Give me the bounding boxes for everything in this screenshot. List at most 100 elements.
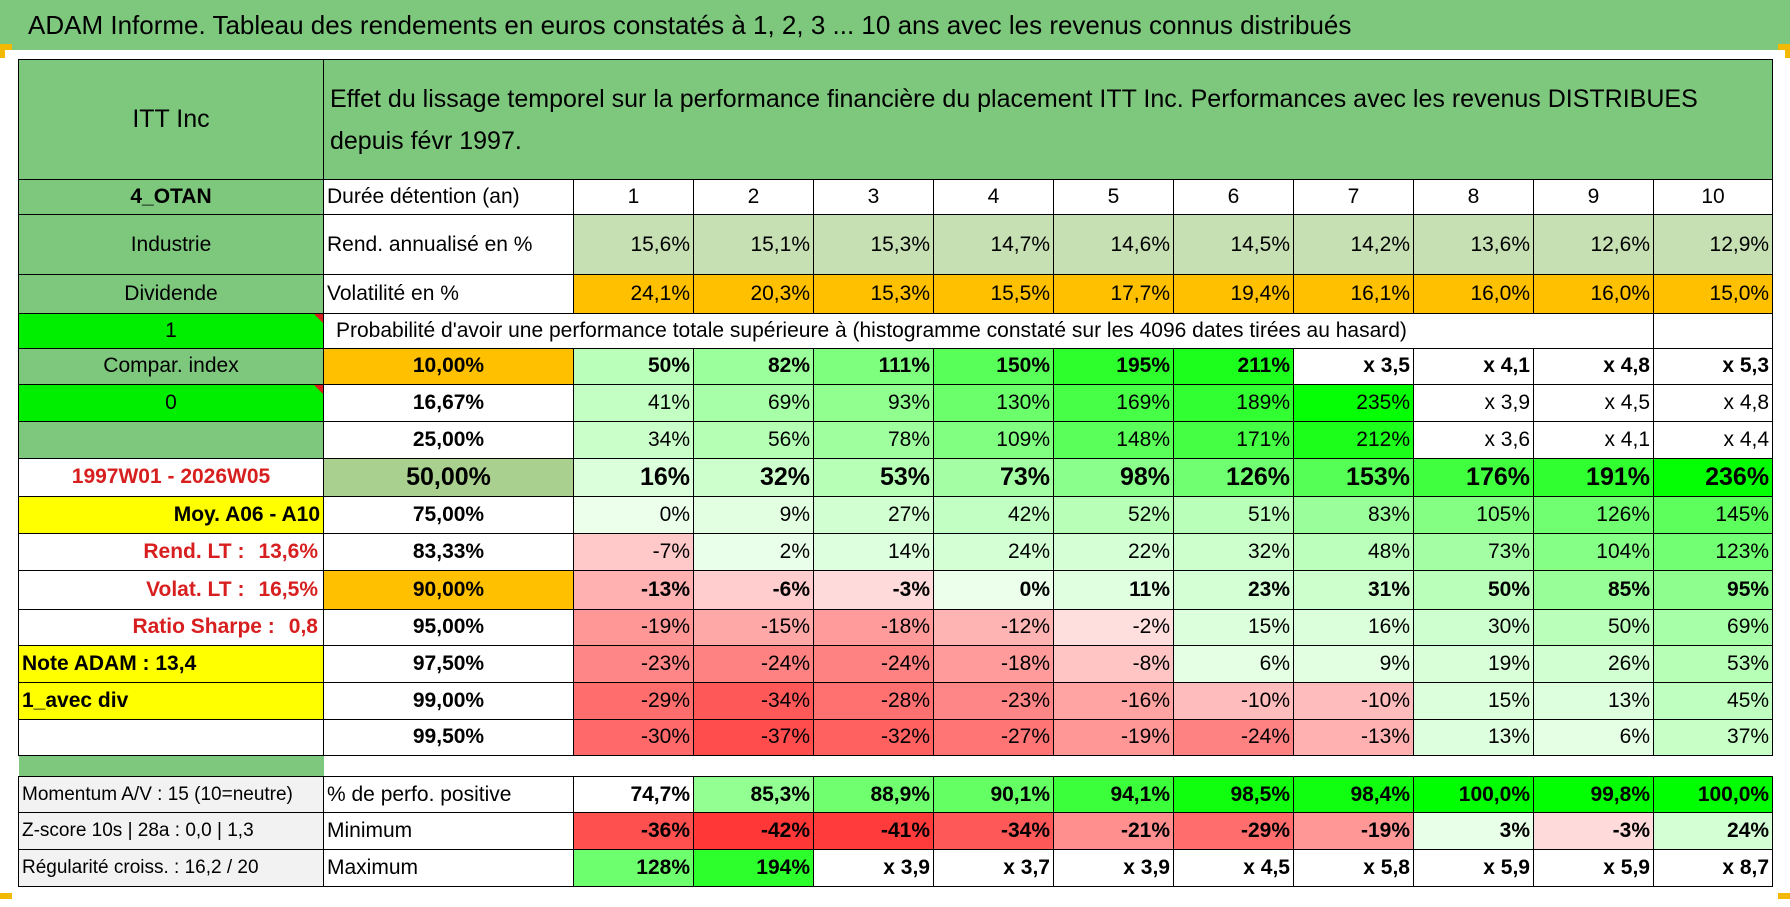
probability-value: 85% bbox=[1533, 569, 1654, 610]
left-info: 0 bbox=[18, 384, 324, 422]
year-header: 1 bbox=[573, 179, 694, 215]
probability-value: 41% bbox=[573, 384, 694, 422]
probability-threshold: 83,33% bbox=[323, 533, 574, 571]
probability-row: 1997W01 - 2026W05 50,00% 16% 32% 53% 73% 98% 12… bbox=[18, 457, 1774, 498]
probability-value: 53% bbox=[1652, 645, 1774, 683]
probability-value: 50% bbox=[1533, 608, 1654, 647]
summary-info: Momentum A/V : 15 (10=neutre) bbox=[18, 775, 324, 814]
probability-value: 52% bbox=[1053, 496, 1174, 535]
summary-value: x 5,8 bbox=[1293, 849, 1414, 887]
probability-value: 189% bbox=[1173, 384, 1294, 422]
volatility-value: 19,4% bbox=[1173, 274, 1294, 314]
probability-row: Volat. LT : 16,5% 90,00% -13% -6% -3% 0% 11% 23%… bbox=[18, 569, 1774, 610]
summary-value: 3% bbox=[1413, 812, 1534, 851]
probability-value: x 4,8 bbox=[1533, 347, 1654, 386]
left-stat: Ratio Sharpe : 0,8 bbox=[18, 608, 324, 647]
summary-value: 88,9% bbox=[813, 775, 934, 814]
volatility-label: Volatilité en % bbox=[323, 274, 574, 314]
probability-value: 73% bbox=[933, 457, 1054, 498]
probability-value: 69% bbox=[693, 384, 814, 422]
summary-value: 98,4% bbox=[1293, 775, 1414, 814]
probability-value: 26% bbox=[1533, 645, 1654, 683]
probability-value: 27% bbox=[813, 496, 934, 535]
left-info: Moy. A06 - A10 bbox=[18, 496, 324, 535]
summary-value: -42% bbox=[693, 812, 814, 851]
probability-value: x 4,1 bbox=[1533, 420, 1654, 459]
cell-edge-mark bbox=[0, 44, 12, 50]
probability-value: -16% bbox=[1053, 681, 1174, 720]
summary-value: 24% bbox=[1652, 812, 1774, 851]
table-cell bbox=[18, 718, 324, 757]
probability-value: 105% bbox=[1413, 496, 1534, 535]
duration-label: Durée détention (an) bbox=[323, 179, 574, 215]
year-header: 9 bbox=[1533, 179, 1654, 215]
annualized-return-value: 13,6% bbox=[1413, 213, 1534, 276]
volatility-value: 16,1% bbox=[1293, 274, 1414, 314]
volatility-value: 15,5% bbox=[933, 274, 1054, 314]
probability-value: -13% bbox=[1293, 718, 1414, 757]
summary-value: -29% bbox=[1173, 812, 1294, 851]
probability-value: 16% bbox=[1293, 608, 1414, 647]
summary-value: 194% bbox=[693, 849, 814, 887]
left-stat-label: Ratio Sharpe : bbox=[132, 615, 275, 639]
cell-edge-mark bbox=[1778, 44, 1790, 50]
probability-threshold: 90,00% bbox=[323, 569, 574, 610]
volatility-row: Dividende Volatilité en % 24,1% 20,3% 15,3% 1… bbox=[18, 274, 1774, 314]
summary-value: -21% bbox=[1053, 812, 1174, 851]
year-header: 10 bbox=[1652, 179, 1774, 215]
probability-value: -7% bbox=[573, 533, 694, 571]
annualized-return-value: 14,5% bbox=[1173, 213, 1294, 276]
probability-value: x 4,1 bbox=[1413, 347, 1534, 386]
table-cell bbox=[1652, 312, 1774, 349]
volatility-value: 16,0% bbox=[1533, 274, 1654, 314]
probability-threshold: 25,00% bbox=[323, 420, 574, 459]
cell-edge-mark bbox=[1778, 893, 1790, 899]
annualized-return-value: 15,6% bbox=[573, 213, 694, 276]
probability-value: -12% bbox=[933, 608, 1054, 647]
summary-value: 94,1% bbox=[1053, 775, 1174, 814]
summary-value: x 3,9 bbox=[813, 849, 934, 887]
probability-value: 34% bbox=[573, 420, 694, 459]
annualized-return-label: Rend. annualisé en % bbox=[323, 213, 574, 276]
years-row: 4_OTAN Durée détention (an) 1 2 3 4 5 6 7 8 9 10 bbox=[18, 179, 1774, 215]
cell-edge-mark bbox=[0, 44, 5, 58]
probability-value: 15% bbox=[1173, 608, 1294, 647]
probability-value: x 3,5 bbox=[1293, 347, 1414, 386]
probability-value: 104% bbox=[1533, 533, 1654, 571]
income-label: Dividende bbox=[18, 274, 324, 314]
summary-value: x 8,7 bbox=[1652, 849, 1774, 887]
probability-value: 13% bbox=[1533, 681, 1654, 720]
probability-threshold: 99,00% bbox=[323, 681, 574, 720]
spacer-cell bbox=[18, 755, 324, 777]
probability-value: 148% bbox=[1053, 420, 1174, 459]
probability-value: 78% bbox=[813, 420, 934, 459]
summary-value: x 3,9 bbox=[1053, 849, 1174, 887]
probability-value: 0% bbox=[573, 496, 694, 535]
volatility-value: 17,7% bbox=[1053, 274, 1174, 314]
summary-row: Momentum A/V : 15 (10=neutre)% de perfo.… bbox=[18, 775, 1774, 814]
cell-edge-mark bbox=[0, 893, 12, 899]
probability-value: 171% bbox=[1173, 420, 1294, 459]
probability-row: Ratio Sharpe : 0,8 95,00% -19% -15% -18% -12% -… bbox=[18, 608, 1774, 647]
probability-value: 93% bbox=[813, 384, 934, 422]
probability-value: 56% bbox=[693, 420, 814, 459]
probability-value: -23% bbox=[573, 645, 694, 683]
volatility-value: 20,3% bbox=[693, 274, 814, 314]
summary-value: -19% bbox=[1293, 812, 1414, 851]
left-stat: Volat. LT : 16,5% bbox=[18, 569, 324, 610]
summary-value: -36% bbox=[573, 812, 694, 851]
volatility-value: 24,1% bbox=[573, 274, 694, 314]
header-row: ITT Inc Effet du lissage temporel sur la … bbox=[18, 58, 1774, 181]
probability-value: -10% bbox=[1173, 681, 1294, 720]
probability-threshold: 10,00% bbox=[323, 347, 574, 386]
summary-value: 100,0% bbox=[1413, 775, 1534, 814]
probability-value: -19% bbox=[573, 608, 694, 647]
summary-label: Maximum bbox=[323, 849, 574, 887]
probability-value: 50% bbox=[573, 347, 694, 386]
probability-value: x 4,5 bbox=[1533, 384, 1654, 422]
probability-value: 111% bbox=[813, 347, 934, 386]
summary-label: Minimum bbox=[323, 812, 574, 851]
probability-value: 9% bbox=[1293, 645, 1414, 683]
probability-value: x 3,6 bbox=[1413, 420, 1534, 459]
probability-value: -29% bbox=[573, 681, 694, 720]
